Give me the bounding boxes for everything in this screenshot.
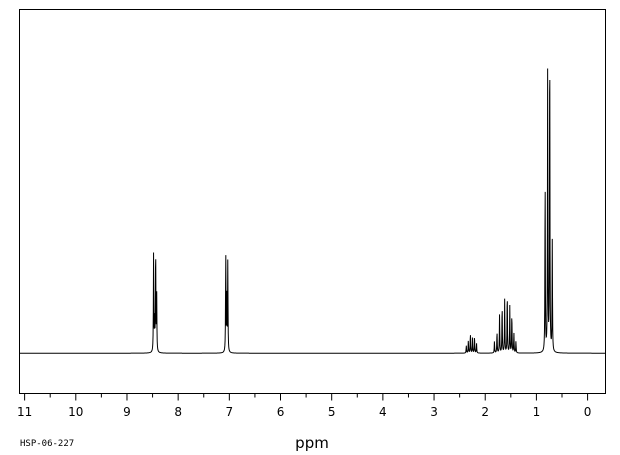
x-tick-label: 11 — [17, 405, 32, 419]
x-tick-label: 9 — [123, 405, 131, 419]
x-axis-title: ppm — [295, 434, 329, 452]
x-tick-label: 6 — [277, 405, 285, 419]
x-tick-label: 4 — [379, 405, 387, 419]
x-axis: 11 10 9 8 7 6 5 4 3 2 1 0 — [17, 393, 592, 419]
sample-id-label: HSP-06-227 — [20, 439, 74, 449]
x-tick-label: 7 — [226, 405, 234, 419]
x-tick-label: 0 — [584, 405, 592, 419]
spectrum-trace-layer — [19, 68, 606, 354]
x-tick-label: 5 — [328, 405, 336, 419]
x-tick-label: 8 — [174, 405, 182, 419]
x-tick-label: 3 — [430, 405, 438, 419]
x-tick-label: 1 — [533, 405, 541, 419]
x-tick-label: 2 — [481, 405, 489, 419]
plot-frame — [19, 9, 606, 394]
spectrum-trace — [19, 68, 606, 354]
x-tick-label: 10 — [68, 405, 83, 419]
